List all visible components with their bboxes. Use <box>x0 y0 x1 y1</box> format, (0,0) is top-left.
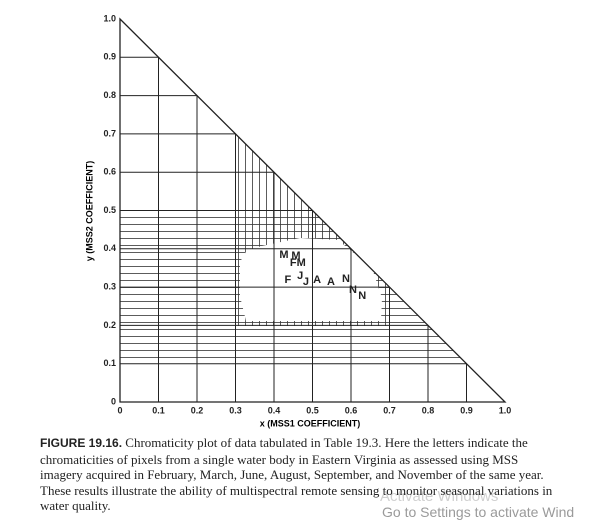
watermark-title: Activate Windows <box>380 488 499 505</box>
y-axis-label: y (MSS2 COEFFICIENT) <box>84 161 94 262</box>
point-letter: N <box>358 290 366 302</box>
x-tick-label: 0.1 <box>152 405 165 415</box>
y-tick-label: 1.0 <box>103 13 116 23</box>
y-tick-label: 0.6 <box>103 167 116 177</box>
x-tick-label: 1.0 <box>499 405 512 415</box>
x-tick-label: 0.4 <box>268 405 281 415</box>
point-letter: J <box>303 276 309 288</box>
x-tick-label: 0.8 <box>422 405 435 415</box>
point-letter: N <box>349 284 357 296</box>
triangle <box>119 17 507 403</box>
y-tick-label: 0.2 <box>103 320 116 330</box>
x-tick-label: 0 <box>117 405 122 415</box>
caption-label: FIGURE 19.16. <box>40 436 123 450</box>
point-letter: N <box>342 273 350 285</box>
y-tick-label: 0.5 <box>103 205 116 215</box>
y-tick-label: 0.3 <box>103 281 116 291</box>
chart: x (MSS1 COEFFICIENT) y (MSS2 COEFFICIENT… <box>84 13 512 428</box>
caption-text: Chromaticity plot of data tabulated in T… <box>40 435 553 513</box>
point-letter: M <box>279 249 288 261</box>
x-tick-label: 0.3 <box>229 405 242 415</box>
y-tick-label: 0.9 <box>103 52 116 62</box>
point-letter: A <box>327 276 335 288</box>
x-tick-label: 0.9 <box>460 405 473 415</box>
x-tick-label: 0.2 <box>191 405 204 415</box>
y-tick-label: 0.4 <box>103 243 116 253</box>
x-tick-label: 0.5 <box>306 405 319 415</box>
point-letter: M <box>291 250 300 262</box>
point-letter: F <box>284 274 291 286</box>
y-tick-label: 0 <box>111 396 116 406</box>
x-tick-label: 0.7 <box>383 405 396 415</box>
y-tick-label: 0.1 <box>103 358 116 368</box>
watermark-text: Go to Settings to activate Wind <box>382 504 575 520</box>
caption: FIGURE 19.16. Chromaticity plot of data … <box>40 435 560 514</box>
y-tick-label: 0.7 <box>103 128 116 138</box>
point-letter: J <box>297 270 303 282</box>
x-tick-label: 0.6 <box>345 405 358 415</box>
x-axis-label: x (MSS1 COEFFICIENT) <box>260 418 361 428</box>
y-tick-label: 0.8 <box>103 90 116 100</box>
point-letter: A <box>313 274 321 286</box>
point-letter: FM <box>290 257 306 269</box>
